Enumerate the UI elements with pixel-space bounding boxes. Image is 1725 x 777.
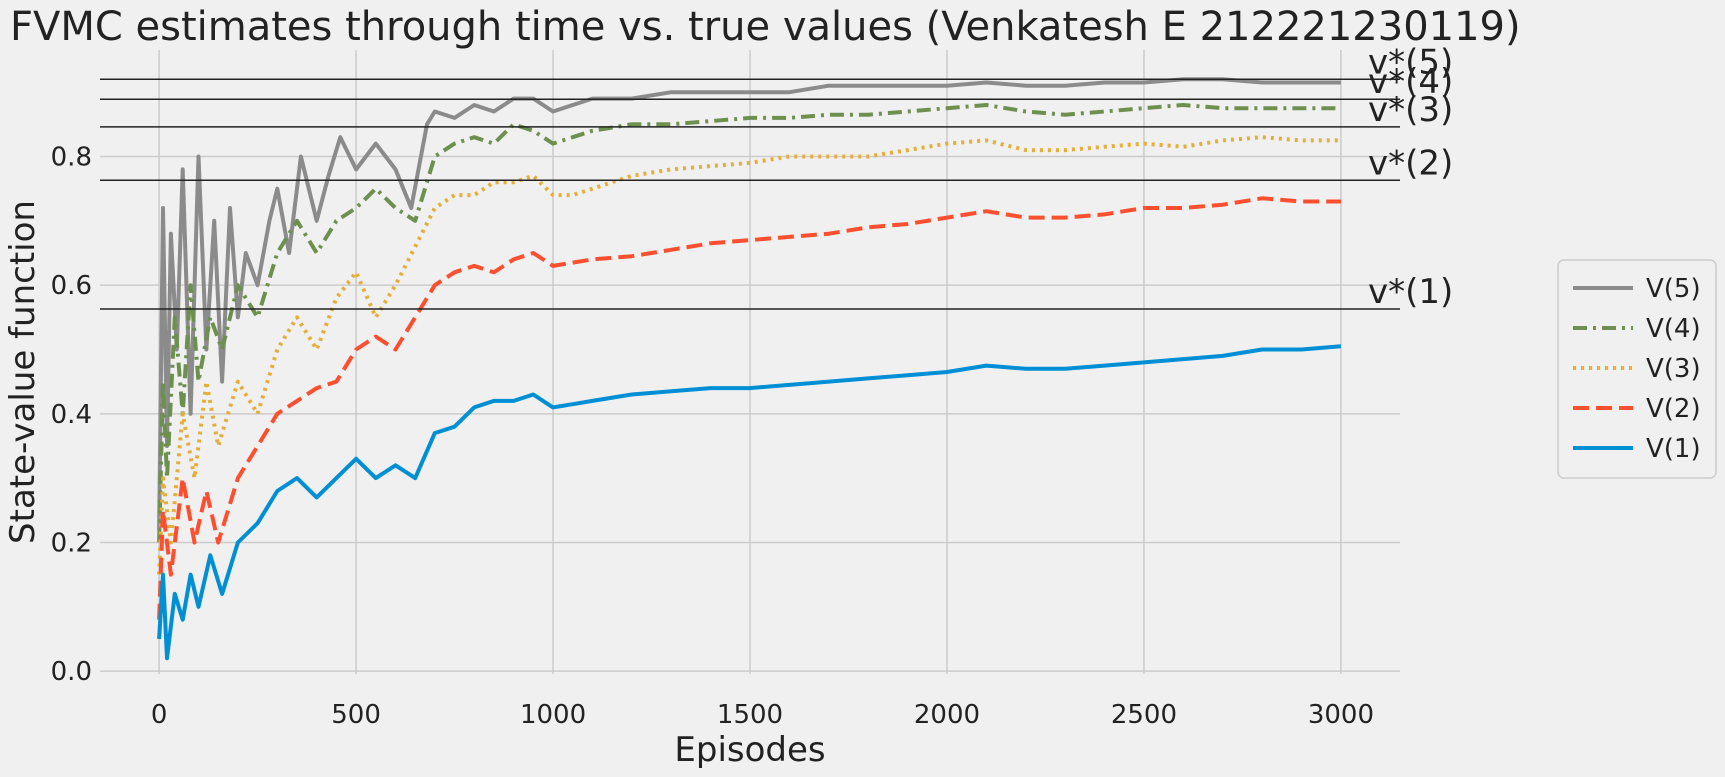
reference-line-label: v*(5): [1368, 42, 1453, 82]
series-line-V(5): [157, 77, 1341, 530]
reference-line-label: v*(1): [1368, 272, 1453, 312]
legend-label: V(4): [1646, 314, 1701, 344]
x-tick-labels: 0 500 1000 1500 2000 2500 3000: [151, 700, 1374, 730]
reference-line-label: v*(2): [1368, 143, 1453, 183]
x-tick-label: 2500: [1111, 700, 1177, 730]
y-tick-label: 0.0: [51, 657, 92, 687]
grid-lines: [100, 50, 1400, 674]
y-tick-label: 0.8: [51, 142, 92, 172]
x-tick-label: 500: [331, 700, 381, 730]
legend-box: [1557, 259, 1717, 479]
chart-title: FVMC estimates through time vs. true val…: [10, 4, 1521, 50]
x-axis-title: Episodes: [674, 730, 825, 770]
series-lines: [157, 77, 1342, 661]
series-line-V(4): [157, 103, 1341, 543]
reference-lines: v*(5)v*(4)v*(3) v*(2) v*(1): [100, 42, 1453, 312]
reference-line-label: v*(4): [1368, 62, 1453, 102]
x-tick-label: 1000: [520, 700, 586, 730]
y-tick-label: 0.6: [51, 271, 92, 301]
legend-label: V(3): [1646, 354, 1701, 384]
legend: V(5) V(4) V(3) V(2) V(1): [1557, 259, 1717, 479]
reference-line-label: v*(3): [1368, 90, 1453, 130]
legend-label: V(5): [1646, 274, 1701, 304]
x-tick-label: 1500: [717, 700, 783, 730]
legend-label: V(1): [1646, 434, 1701, 464]
series-line-V(2): [157, 196, 1341, 620]
x-tick-label: 3000: [1308, 700, 1374, 730]
series-line-V(1): [157, 344, 1342, 661]
x-tick-label: 0: [151, 700, 168, 730]
y-tick-labels: 0.0 0.2 0.4 0.6 0.8: [51, 142, 92, 687]
legend-label: V(2): [1646, 394, 1701, 424]
x-tick-label: 2000: [914, 700, 980, 730]
y-tick-label: 0.2: [51, 528, 92, 558]
y-axis-title: State-value function: [3, 200, 43, 544]
y-tick-label: 0.4: [51, 400, 92, 430]
